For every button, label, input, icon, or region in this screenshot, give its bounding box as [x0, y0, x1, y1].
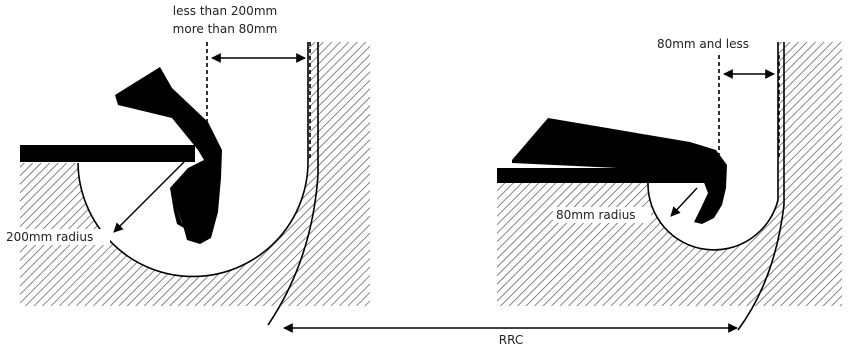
left-gap-label-line1: less than 200mm [173, 4, 277, 18]
right-hand-icon [512, 118, 727, 224]
right-radius-arrow [670, 187, 698, 217]
rrc-label: RRC [499, 333, 523, 347]
left-hand-icon [115, 67, 222, 244]
left-radius-label: 200mm radius [6, 230, 93, 244]
left-outer-boundary [267, 42, 319, 326]
left-bar [20, 145, 195, 162]
right-scene [497, 42, 842, 331]
right-curve-outline [647, 42, 779, 251]
right-gap-label: 80mm and less [657, 37, 749, 51]
right-radius-label: 80mm radius [556, 208, 636, 222]
left-radius-arrow [113, 152, 194, 233]
right-outer-boundary [737, 42, 785, 331]
left-curve-outline [77, 42, 309, 278]
right-hatched-surface [497, 42, 842, 306]
right-bar [497, 168, 722, 183]
left-scene [20, 42, 370, 326]
left-gap-label-line2: more than 80mm [173, 22, 278, 36]
